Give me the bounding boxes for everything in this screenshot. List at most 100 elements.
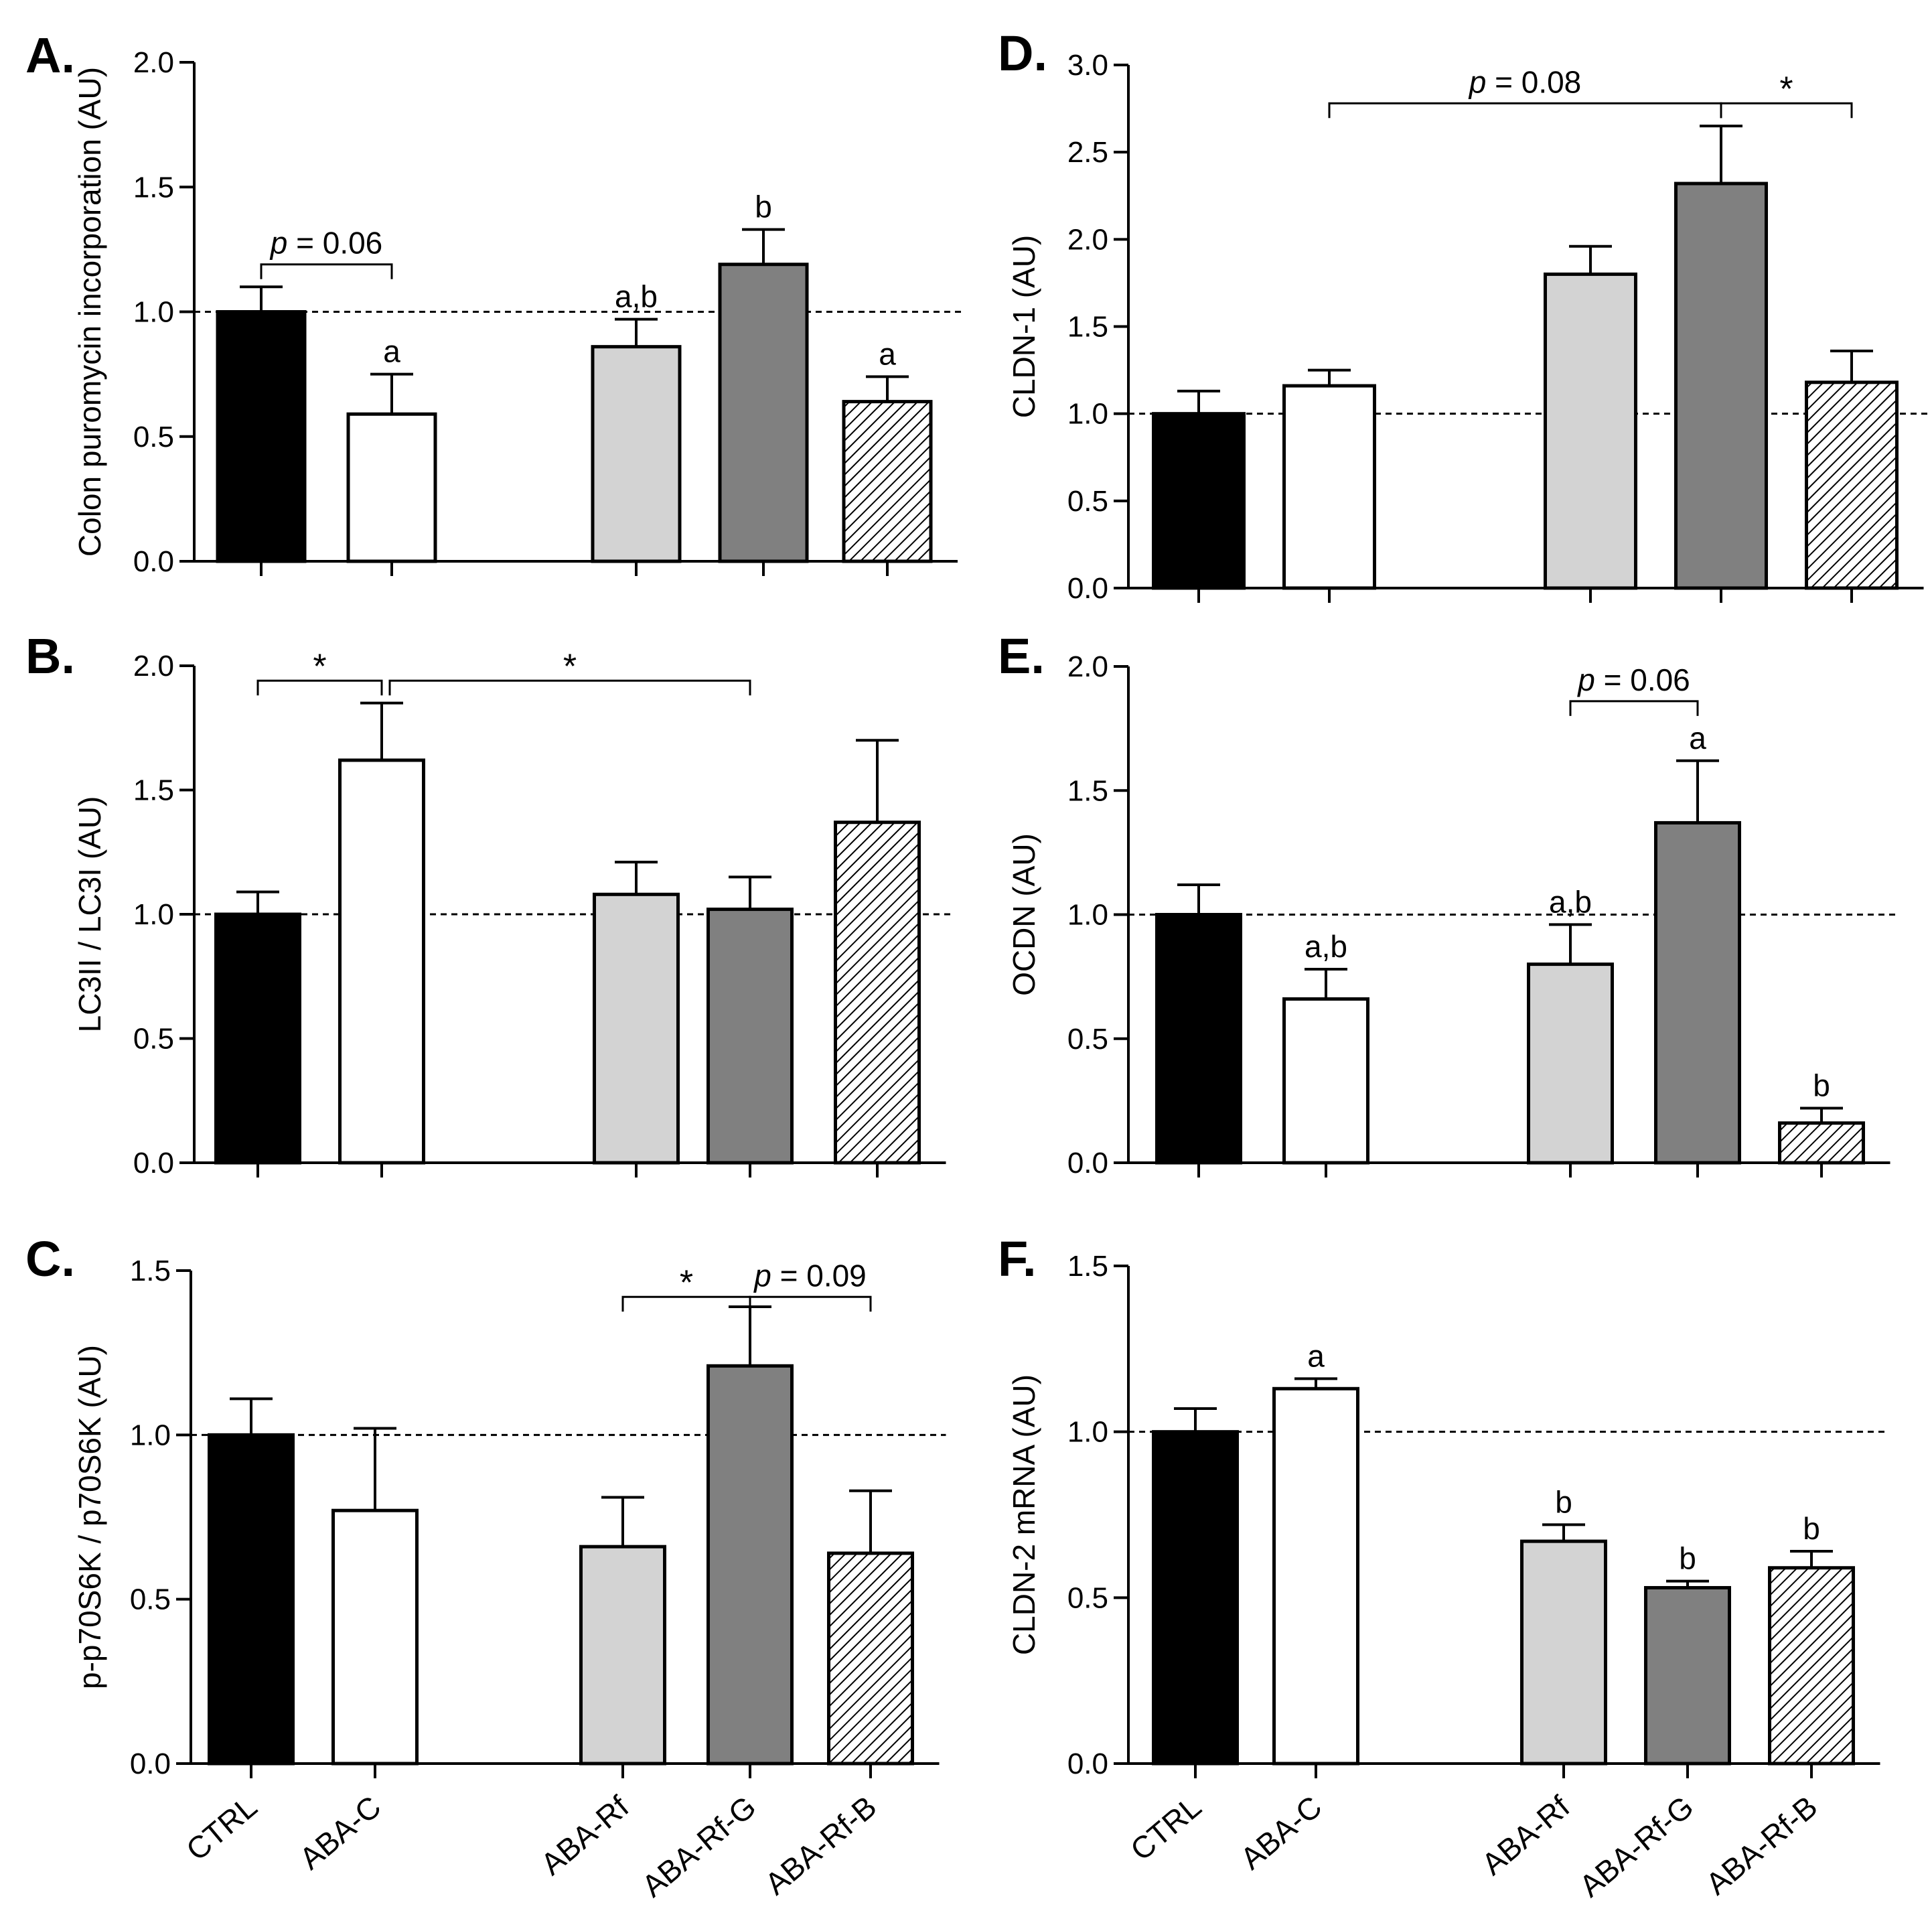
y-axis-title: CLDN-1 (AU) [1007, 235, 1041, 418]
bracket-label: p = 0.06 [1576, 662, 1690, 697]
significance-bracket [256, 679, 383, 696]
p-value: = 0.06 [1595, 662, 1690, 697]
bracket-label: * [1779, 70, 1793, 109]
bar-ctrl [216, 310, 307, 563]
category-label: CTRL [1124, 1789, 1207, 1867]
bracket-label: p = 0.08 [1468, 64, 1582, 99]
y-axis-title: LC3II / LC3I (AU) [72, 796, 107, 1033]
y-tick-label: 2.0 [133, 46, 174, 79]
p-symbol: p [1576, 662, 1595, 697]
y-axis-title: OCDN (AU) [1007, 833, 1041, 996]
significance-letter: a,b [1305, 929, 1347, 964]
bar-aba-c [1282, 384, 1376, 590]
bar-aba-rf [591, 345, 682, 563]
category-label: ABA-Rf-B [1699, 1789, 1824, 1902]
panel-2: B. * * 0.0 0.5 1.0 1.5 2.0 LC3II / LC3I (AU) [25, 628, 953, 1180]
bar-aba-rf-g [707, 1364, 794, 1766]
y-tick-label: 2.0 [1067, 223, 1108, 256]
y-axis-title: CLDN-2 mRNA (AU) [1007, 1374, 1041, 1655]
bar-aba-c [331, 1508, 419, 1766]
panel-5: E. a,b a,b a b p = 0.06 0.0 0.5 1.0 1.5 2.0 OCDN (A… [998, 628, 1897, 1180]
bar-ctrl [1152, 412, 1246, 590]
y-tick-label: 1.0 [1067, 1416, 1108, 1449]
y-tick-label: 2.5 [1067, 136, 1108, 169]
panel-letter: C. [25, 1231, 75, 1287]
significance-bracket [388, 679, 751, 696]
y-tick-label: 0.5 [130, 1583, 171, 1616]
bar-aba-rf [593, 892, 680, 1165]
bar-ctrl [1155, 913, 1242, 1165]
y-tick-label: 1.5 [133, 171, 174, 204]
category-label: ABA-Rf-G [635, 1789, 762, 1904]
p-symbol: p [269, 226, 288, 261]
category-label: ABA-Rf-B [758, 1789, 883, 1902]
p-value: = 0.06 [287, 226, 382, 261]
y-axis-title: p-p70S6K / p70S6K (AU) [72, 1345, 107, 1689]
bar-aba-rf-g [707, 908, 794, 1165]
p-symbol: p [1468, 64, 1487, 99]
panel-letter: B. [25, 628, 75, 684]
significance-letter: b [1803, 1511, 1820, 1546]
y-tick-label: 0.0 [1067, 1147, 1108, 1180]
significance-letter: b [1555, 1484, 1572, 1519]
bar-ctrl [208, 1433, 295, 1766]
significance-letter: a [879, 336, 896, 371]
bar-aba-rf-g [1644, 1585, 1731, 1766]
significance-bracket [260, 263, 393, 279]
bar-aba-rf-b [1805, 380, 1899, 590]
y-tick-label: 2.0 [133, 650, 174, 683]
y-tick-label: 1.5 [1067, 774, 1108, 807]
significance-letter: a,b [615, 279, 658, 314]
panel-6: F. CTRL a ABA-C b ABA-Rf b ABA-Rf-G b ABA-Rf-B 0.0… [998, 1231, 1887, 1904]
bar-ctrl [1152, 1430, 1239, 1766]
y-tick-label: 0.0 [133, 1147, 174, 1180]
bar-aba-rf-g [1654, 820, 1741, 1165]
y-tick-label: 3.0 [1067, 49, 1108, 82]
p-symbol: p [753, 1258, 771, 1293]
category-label: ABA-C [1234, 1789, 1328, 1876]
significance-letter: b [755, 190, 772, 224]
bar-aba-rf-b [1768, 1566, 1855, 1766]
significance-letter: a [383, 334, 400, 369]
category-label: ABA-Rf [534, 1789, 636, 1882]
significance-letter: b [1679, 1541, 1696, 1576]
y-tick-label: 0.0 [1067, 572, 1108, 605]
category-label: ABA-Rf [1475, 1789, 1576, 1882]
y-tick-label: 0.0 [130, 1747, 171, 1780]
bar-aba-rf-g [1674, 182, 1768, 590]
significance-bracket [1720, 102, 1853, 119]
bracket-label: p = 0.06 [269, 226, 383, 261]
y-tick-label: 1.0 [133, 898, 174, 931]
significance-bracket [1328, 102, 1722, 119]
category-label: ABA-C [293, 1789, 387, 1876]
bar-aba-rf-b [842, 400, 933, 563]
y-tick-label: 2.0 [1067, 650, 1108, 683]
panel-letter: F. [998, 1231, 1037, 1287]
y-tick-label: 1.5 [1067, 311, 1108, 344]
bar-aba-rf [1544, 272, 1637, 590]
bar-aba-rf-g [718, 263, 809, 563]
bar-aba-rf-b [834, 820, 921, 1165]
y-tick-label: 0.5 [133, 1023, 174, 1056]
bracket-label: * [680, 1263, 693, 1302]
y-axis-title: Colon puromycin incorporation (AU) [72, 67, 107, 557]
significance-letter: a,b [1549, 884, 1592, 919]
bar-aba-rf-b [1778, 1121, 1865, 1165]
y-tick-label: 1.5 [1067, 1250, 1108, 1283]
y-tick-label: 0.5 [1067, 1581, 1108, 1614]
significance-letter: a [1689, 721, 1706, 756]
y-tick-label: 0.0 [133, 545, 174, 578]
significance-letter: a [1307, 1338, 1325, 1373]
bar-aba-c [1272, 1386, 1359, 1766]
bracket-label: * [313, 647, 326, 686]
y-tick-label: 1.5 [133, 774, 174, 807]
category-label: ABA-Rf-G [1572, 1789, 1700, 1904]
panel-letter: E. [998, 628, 1045, 684]
panel-letter: A. [25, 27, 75, 83]
bar-aba-rf [1520, 1539, 1607, 1766]
y-tick-label: 0.5 [1067, 1023, 1108, 1056]
bar-aba-c [1282, 997, 1369, 1165]
p-value: = 0.09 [771, 1258, 867, 1293]
